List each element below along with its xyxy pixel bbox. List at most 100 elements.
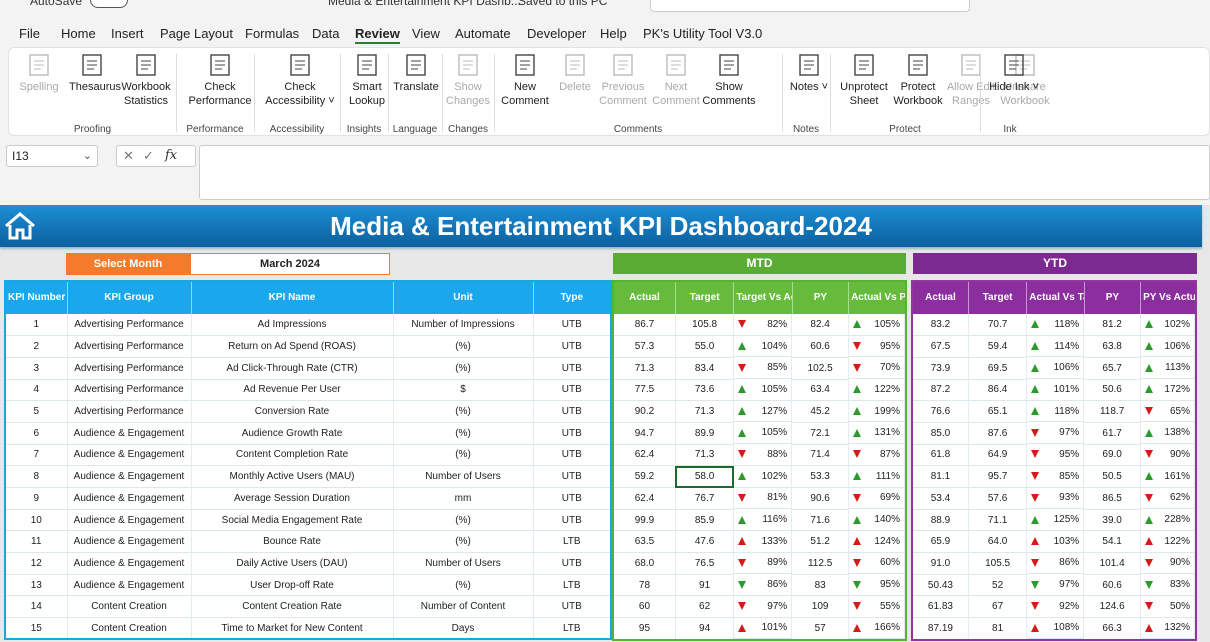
check-icon[interactable]: ✓	[143, 148, 154, 163]
thesaurus-button[interactable]: Thesaurus	[69, 52, 121, 94]
ytd-actual-cell[interactable]: 67.5	[912, 335, 969, 358]
kpi-type-cell[interactable]: UTB	[533, 357, 612, 380]
ytd-target-cell[interactable]: 59.4	[968, 335, 1028, 358]
mtd-target-cell[interactable]: 91	[675, 574, 735, 597]
kpi-group-cell[interactable]: Audience & Engagement	[67, 444, 192, 467]
kpi-type-cell[interactable]: UTB	[533, 552, 612, 575]
menu-home[interactable]: Home	[61, 26, 96, 41]
ytd-py-cell[interactable]: 124.6	[1084, 595, 1142, 619]
kpi-unit-cell[interactable]: (%)	[393, 422, 534, 445]
kpi-type-cell[interactable]: UTB	[533, 422, 612, 445]
mtd-actual-cell[interactable]: 62.4	[613, 444, 676, 467]
ytd-target-cell[interactable]: 57.6	[968, 487, 1028, 510]
ytd-actual-cell[interactable]: 85.0	[912, 422, 969, 445]
mtd-py-cell[interactable]: 60.6	[792, 335, 850, 358]
mtd-actual-cell[interactable]: 60	[613, 595, 676, 619]
ytd-actual-cell[interactable]: 87.2	[912, 379, 969, 402]
ytd-target-cell[interactable]: 71.1	[968, 509, 1028, 532]
kpi-number-cell[interactable]: 9	[5, 487, 68, 510]
kpi-number-cell[interactable]: 5	[5, 400, 68, 423]
kpi-unit-cell[interactable]: mm	[393, 487, 534, 510]
ytd-py-cell[interactable]: 63.8	[1084, 335, 1142, 358]
mtd-target-cell[interactable]: 62	[675, 595, 735, 619]
ytd-py-cell[interactable]: 61.7	[1084, 422, 1142, 445]
ytd-target-cell[interactable]: 64.9	[968, 444, 1028, 467]
mtd-py-cell[interactable]: 83	[792, 574, 850, 597]
mtd-actual-cell[interactable]: 71.3	[613, 357, 676, 380]
ytd-actual-cell[interactable]: 81.1	[912, 465, 969, 488]
ytd-target-cell[interactable]: 81	[968, 617, 1028, 641]
kpi-name-cell[interactable]: Content Creation Rate	[191, 595, 394, 619]
mtd-target-cell[interactable]: 47.6	[675, 530, 735, 554]
ytd-target-cell[interactable]: 64.0	[968, 530, 1028, 554]
kpi-name-cell[interactable]: Monthly Active Users (MAU)	[191, 465, 394, 488]
ytd-py-cell[interactable]: 81.2	[1084, 314, 1142, 337]
mtd-target-cell[interactable]: 94	[675, 617, 735, 641]
mtd-target-cell[interactable]: 83.4	[675, 357, 735, 380]
ytd-actual-cell[interactable]: 53.4	[912, 487, 969, 510]
kpi-name-cell[interactable]: Social Media Engagement Rate	[191, 509, 394, 532]
kpi-unit-cell[interactable]: Number of Impressions	[393, 314, 534, 337]
menu-page-layout[interactable]: Page Layout	[160, 26, 234, 41]
ytd-target-cell[interactable]: 105.5	[968, 552, 1028, 575]
kpi-name-cell[interactable]: Conversion Rate	[191, 400, 394, 423]
kpi-unit-cell[interactable]: $	[393, 379, 534, 402]
previous-comment-button[interactable]: Previous Comment	[597, 52, 649, 108]
next-comment-button[interactable]: Next Comment	[650, 52, 702, 108]
ytd-py-cell[interactable]: 66.3	[1084, 617, 1142, 641]
mtd-py-cell[interactable]: 71.6	[792, 509, 850, 532]
mtd-actual-cell[interactable]: 94.7	[613, 422, 676, 445]
cancel-icon[interactable]: ✕	[123, 148, 134, 163]
ytd-actual-cell[interactable]: 65.9	[912, 530, 969, 554]
ytd-py-cell[interactable]: 54.1	[1084, 530, 1142, 554]
spelling-button[interactable]: Spelling	[17, 52, 61, 94]
ytd-py-cell[interactable]: 101.4	[1084, 552, 1142, 575]
mtd-actual-cell[interactable]: 68.0	[613, 552, 676, 575]
kpi-number-cell[interactable]: 10	[5, 509, 68, 532]
kpi-type-cell[interactable]: UTB	[533, 487, 612, 510]
translate-button[interactable]: Translate	[392, 52, 440, 94]
ytd-actual-cell[interactable]: 88.9	[912, 509, 969, 532]
menu-formulas[interactable]: Formulas	[245, 26, 300, 41]
ytd-py-cell[interactable]: 39.0	[1084, 509, 1142, 532]
mtd-actual-cell[interactable]: 59.2	[613, 465, 676, 488]
kpi-number-cell[interactable]: 8	[5, 465, 68, 488]
kpi-unit-cell[interactable]: (%)	[393, 509, 534, 532]
mtd-target-cell[interactable]: 71.3	[675, 400, 735, 423]
kpi-unit-cell[interactable]: Number of Users	[393, 465, 534, 488]
kpi-type-cell[interactable]: UTB	[533, 465, 612, 488]
kpi-name-cell[interactable]: Ad Impressions	[191, 314, 394, 337]
menu-automate[interactable]: Automate	[455, 26, 511, 41]
ytd-target-cell[interactable]: 67	[968, 595, 1028, 619]
kpi-type-cell[interactable]: UTB	[533, 444, 612, 467]
kpi-type-cell[interactable]: UTB	[533, 400, 612, 423]
kpi-unit-cell[interactable]: Days	[393, 617, 534, 640]
menu-view[interactable]: View	[412, 26, 440, 41]
kpi-name-cell[interactable]: Content Completion Rate	[191, 444, 394, 467]
kpi-unit-cell[interactable]: Number of Content	[393, 595, 534, 619]
kpi-type-cell[interactable]: LTB	[533, 574, 612, 597]
kpi-unit-cell[interactable]: (%)	[393, 357, 534, 380]
kpi-number-cell[interactable]: 12	[5, 552, 68, 575]
home-icon[interactable]	[4, 212, 36, 240]
kpi-group-cell[interactable]: Advertising Performance	[67, 379, 192, 402]
kpi-group-cell[interactable]: Audience & Engagement	[67, 552, 192, 575]
mtd-target-cell[interactable]: 105.8	[675, 314, 735, 337]
mtd-py-cell[interactable]: 112.5	[792, 552, 850, 575]
ytd-target-cell[interactable]: 70.7	[968, 314, 1028, 337]
kpi-unit-cell[interactable]: (%)	[393, 335, 534, 358]
ytd-target-cell[interactable]: 52	[968, 574, 1028, 597]
ytd-actual-cell[interactable]: 73.9	[912, 357, 969, 380]
kpi-type-cell[interactable]: UTB	[533, 379, 612, 402]
mtd-actual-cell[interactable]: 95	[613, 617, 676, 641]
mtd-target-cell[interactable]: 76.7	[675, 487, 735, 510]
mtd-target-cell[interactable]: 71.3	[675, 444, 735, 467]
kpi-number-cell[interactable]: 2	[5, 335, 68, 358]
hide-ink-button[interactable]: Hide Ink ˅	[988, 52, 1040, 94]
smart-lookup-button[interactable]: Smart Lookup	[344, 52, 390, 108]
kpi-group-cell[interactable]: Audience & Engagement	[67, 465, 192, 488]
kpi-group-cell[interactable]: Audience & Engagement	[67, 509, 192, 532]
mtd-py-cell[interactable]: 45.2	[792, 400, 850, 423]
kpi-name-cell[interactable]: Time to Market for New Content	[191, 617, 394, 640]
menu-developer[interactable]: Developer	[527, 26, 587, 41]
